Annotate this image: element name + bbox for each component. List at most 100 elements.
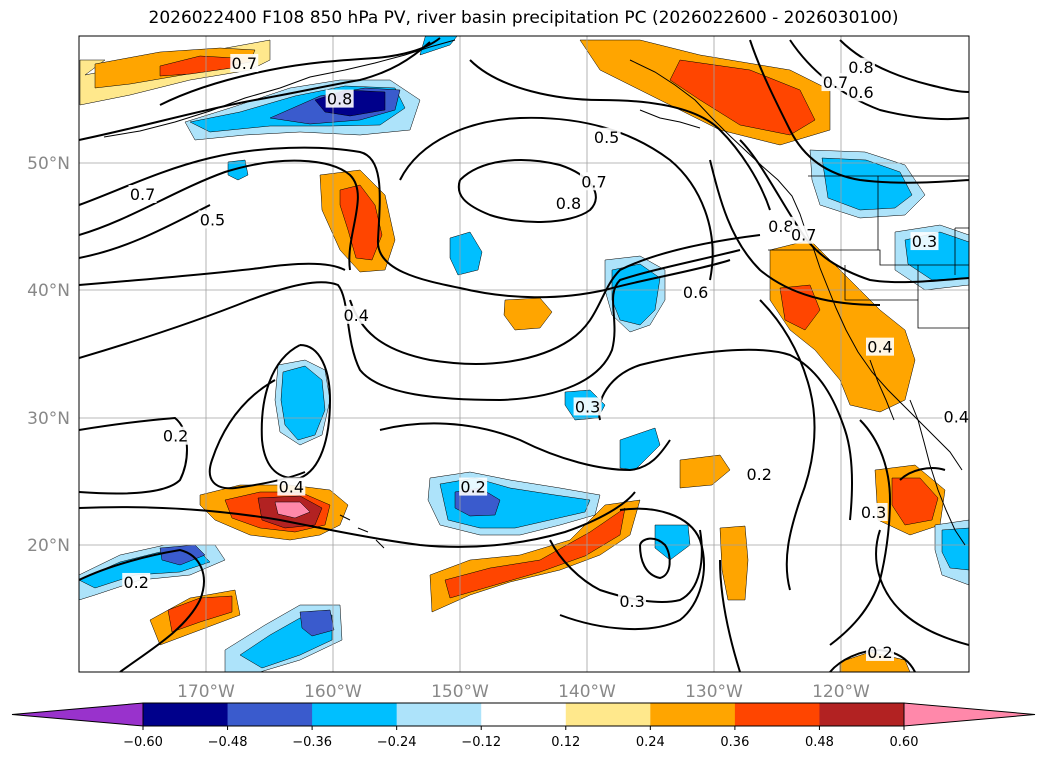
contour-label-bg xyxy=(618,592,647,611)
contour-label: 0.7 xyxy=(823,73,848,92)
contour-label: 0.5 xyxy=(594,128,619,147)
precip-fill-region xyxy=(299,609,335,637)
contour-label-bg xyxy=(342,305,371,324)
contour-label-bg xyxy=(592,127,621,146)
contour-label-bg xyxy=(325,89,354,108)
latitude-labels: 50°N 40°N 30°N 20°N xyxy=(27,154,70,556)
contour-label-bg xyxy=(161,426,190,445)
colorbar-swatch xyxy=(312,703,398,726)
colorbar-label: 0.48 xyxy=(805,735,834,750)
contour-label-bg xyxy=(859,503,888,521)
colorbar-label: 0.12 xyxy=(551,735,580,750)
plot-frame xyxy=(78,35,970,673)
precip-fill-region xyxy=(339,184,383,261)
contour-label-bg xyxy=(745,464,774,483)
contour-label-bg xyxy=(766,216,795,235)
contour-label: 0.8 xyxy=(768,217,793,236)
precip-fill-region xyxy=(679,454,731,489)
contour-label-bg xyxy=(573,397,602,416)
contour-label-bg xyxy=(198,210,227,229)
colorbar-swatch xyxy=(819,703,905,726)
contour-label: 0.2 xyxy=(867,643,892,662)
contour-label: 0.4 xyxy=(279,478,304,497)
contour-label: 0.7 xyxy=(130,185,155,204)
precip-fill-region xyxy=(654,524,691,561)
colorbar-swatch xyxy=(650,703,736,726)
contour-label-bg xyxy=(277,477,306,496)
contour-label-bg xyxy=(789,225,818,244)
colorbar-swatch xyxy=(396,703,482,726)
contour-label-bg xyxy=(122,572,151,591)
plot-area: 0.70.80.70.50.40.20.4 0.20.30.20.60.80.70… xyxy=(78,35,971,673)
lon-label-120w: 120°W xyxy=(812,682,870,702)
colorbar-label: −0.12 xyxy=(461,735,501,750)
contour-label: 0.8 xyxy=(556,194,581,213)
precip-fill-region xyxy=(821,157,913,211)
colorbar-label: −0.24 xyxy=(377,735,417,750)
contour-label: 0.3 xyxy=(912,232,937,251)
colorbar-swatch xyxy=(481,703,567,726)
contour-label: 0.7 xyxy=(581,172,606,191)
contour-label: 0.3 xyxy=(619,592,644,611)
contour-label-bg xyxy=(681,282,710,301)
contour-label: 0.3 xyxy=(861,503,886,522)
precip-fill-region xyxy=(769,239,916,413)
colorbar-label: 0.36 xyxy=(720,735,749,750)
contour-label: 0.4 xyxy=(343,306,368,325)
colorbar-swatch xyxy=(565,703,651,726)
colorbar-extend-max xyxy=(903,702,1036,727)
precipitation-pc-fills xyxy=(79,36,969,672)
contour-label: 0.2 xyxy=(460,478,485,497)
contour-label-bg xyxy=(942,407,971,426)
contour-label-bg xyxy=(128,185,157,203)
contour-label-bg xyxy=(846,83,875,102)
lat-label-30n: 30°N xyxy=(27,409,70,429)
colorbar-swatch xyxy=(227,703,313,726)
colorbar-label: 0.24 xyxy=(636,735,665,750)
state-borders xyxy=(768,175,969,329)
contour-label-bg xyxy=(579,172,608,191)
contour-label: 0.8 xyxy=(848,58,873,77)
lon-label-170w: 170°W xyxy=(177,682,235,702)
contour-label: 0.2 xyxy=(123,573,148,592)
contour-label: 0.2 xyxy=(746,465,771,484)
contour-label: 0.6 xyxy=(848,83,873,102)
precip-fill-region xyxy=(444,507,626,599)
contour-label: 0.6 xyxy=(683,283,708,302)
colorbar-label: 0.60 xyxy=(890,735,919,750)
precip-fill-region xyxy=(719,525,749,601)
colorbar-swatch xyxy=(734,703,820,726)
contour-label-bg xyxy=(230,53,259,72)
contour-label-bg xyxy=(459,477,488,496)
precip-fill-region xyxy=(159,544,206,566)
colorbar-label: −0.36 xyxy=(292,735,332,750)
lon-label-160w: 160°W xyxy=(304,682,362,702)
contour-label-bg xyxy=(846,57,875,76)
contour-label: 0.7 xyxy=(791,226,816,245)
contour-label-bg xyxy=(554,193,583,212)
contour-label-bg xyxy=(821,73,850,92)
colorbar-swatch xyxy=(143,703,229,726)
pv-contours xyxy=(79,37,969,672)
contour-label-bg xyxy=(910,232,939,251)
colorbar-frame xyxy=(142,702,905,727)
lon-label-140w: 140°W xyxy=(558,682,616,702)
precip-fill-region xyxy=(449,231,483,276)
contour-label-bg xyxy=(866,642,894,661)
lat-label-50n: 50°N xyxy=(27,154,70,174)
precip-fill-region xyxy=(274,501,311,519)
contour-labels: 0.70.80.70.50.40.20.4 0.20.30.20.60.80.70… xyxy=(122,53,971,662)
precip-fill-region xyxy=(891,477,939,526)
lat-label-40n: 40°N xyxy=(27,281,70,301)
contour-label-bg xyxy=(866,337,894,356)
precip-fill-region xyxy=(227,159,249,181)
contour-label: 0.4 xyxy=(867,338,892,357)
precip-fill-region xyxy=(280,365,326,441)
lon-label-130w: 130°W xyxy=(685,682,743,702)
grid-lines xyxy=(79,36,969,672)
contour-label: 0.8 xyxy=(327,90,352,109)
precip-fill-region xyxy=(839,651,911,672)
colorbar: −0.60 −0.48 −0.36 −0.24 −0.12 0.12 0.24 0.36 0.4… xyxy=(11,702,1036,750)
contour-label: 0.4 xyxy=(944,408,969,427)
